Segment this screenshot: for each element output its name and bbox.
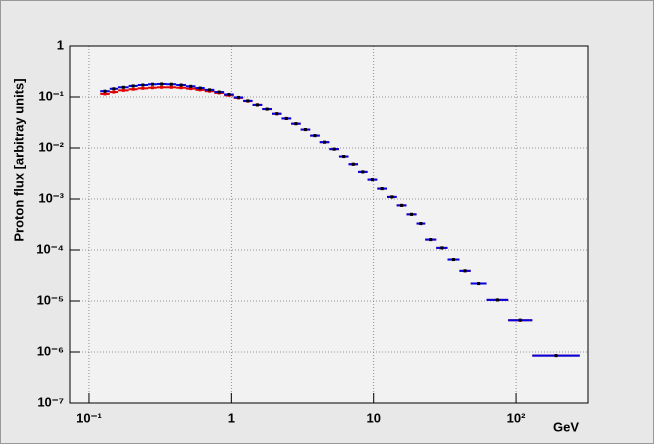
marker	[169, 85, 173, 89]
marker	[103, 89, 107, 93]
x-tick-label: 10²	[507, 410, 526, 425]
marker	[554, 354, 558, 358]
marker	[189, 84, 193, 88]
plot-area	[70, 46, 588, 403]
marker	[463, 269, 467, 273]
y-tick-label: 10⁻³	[38, 190, 64, 205]
marker	[419, 222, 423, 226]
y-tick-label: 10⁻⁶	[37, 343, 64, 358]
marker	[160, 82, 164, 86]
marker	[189, 87, 193, 91]
x-tick-label: 10⁻¹	[76, 410, 102, 425]
marker	[518, 318, 522, 322]
marker	[265, 107, 269, 111]
marker	[342, 155, 346, 159]
marker	[121, 85, 125, 89]
marker	[390, 195, 394, 199]
marker	[275, 112, 279, 116]
y-tick-label: 10⁻⁴	[36, 241, 64, 256]
marker	[303, 128, 307, 132]
marker	[255, 103, 259, 107]
marker	[410, 212, 414, 216]
x-axis-label: GeV	[553, 419, 579, 434]
marker	[121, 88, 125, 92]
y-axis-label: Proton flux [arbitray units]	[11, 78, 26, 241]
marker	[198, 88, 202, 92]
marker	[112, 90, 116, 94]
marker	[141, 86, 145, 90]
marker	[208, 88, 212, 92]
marker	[370, 178, 374, 182]
marker	[294, 122, 298, 126]
marker	[313, 134, 317, 138]
marker	[429, 238, 433, 242]
marker	[169, 82, 173, 86]
marker	[332, 147, 336, 151]
marker	[141, 83, 145, 87]
marker	[323, 140, 327, 144]
marker	[160, 85, 164, 89]
marker	[400, 203, 404, 207]
plot-frame	[69, 45, 589, 404]
marker	[131, 84, 135, 88]
marker	[246, 99, 250, 103]
marker	[112, 87, 116, 91]
y-tick-label: 10⁻⁵	[37, 292, 64, 307]
marker	[179, 86, 183, 90]
y-tick-label: 1	[57, 37, 64, 52]
y-tick-label: 10⁻²	[38, 139, 64, 154]
marker	[380, 187, 384, 191]
marker	[131, 87, 135, 91]
marker	[103, 92, 107, 96]
y-tick-label: 10⁻¹	[38, 88, 64, 103]
marker	[236, 95, 240, 99]
marker	[198, 86, 202, 90]
marker	[217, 90, 221, 94]
marker	[351, 162, 355, 166]
marker	[179, 83, 183, 87]
x-tick-label: 10	[366, 410, 380, 425]
marker	[150, 86, 154, 90]
marker	[361, 170, 365, 174]
y-tick-label: 10⁻⁷	[37, 394, 64, 409]
marker	[150, 82, 154, 86]
marker	[451, 258, 455, 262]
marker	[477, 282, 481, 286]
x-tick-label: 1	[228, 410, 235, 425]
marker	[227, 92, 231, 96]
marker	[284, 116, 288, 120]
marker	[440, 246, 444, 250]
marker	[495, 298, 499, 302]
